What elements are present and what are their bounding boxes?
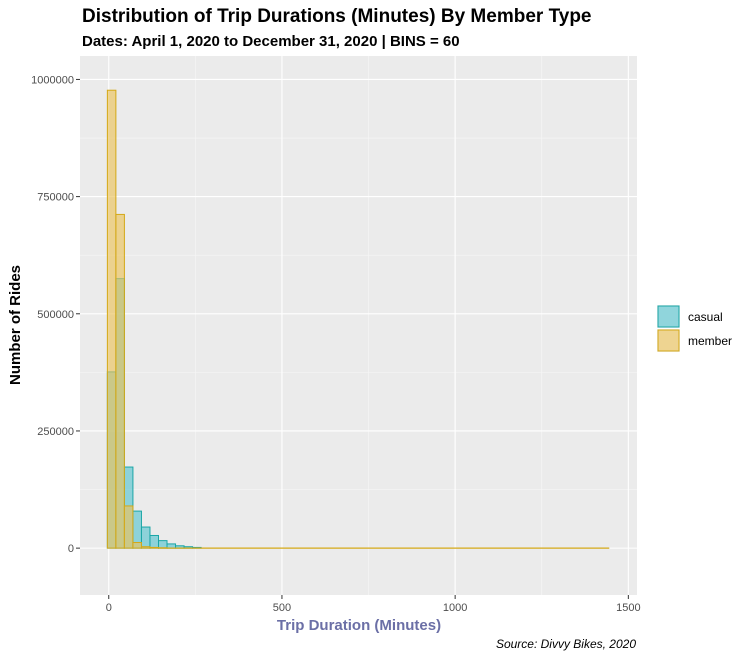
plot-panel [80, 56, 637, 595]
bar-member [106, 89, 117, 549]
bar-member [123, 505, 134, 549]
x-axis: 0 500 1000 1500 [106, 595, 641, 614]
bar-casual [157, 540, 168, 549]
bar-member [140, 546, 151, 549]
y-axis-title: Number of Rides [7, 265, 24, 385]
chart-caption: Source: Divvy Bikes, 2020 [495, 637, 636, 651]
y-tick-label: 500000 [37, 309, 74, 321]
y-tick-label: 1000000 [31, 74, 74, 86]
x-tick-label: 500 [273, 602, 291, 614]
x-tick-label: 0 [106, 602, 112, 614]
bar-casual [149, 534, 159, 549]
bar-member [132, 542, 142, 549]
x-tick-label: 1500 [616, 602, 640, 614]
bar-member [149, 546, 159, 549]
legend-swatch-casual [657, 305, 680, 328]
bar-member [157, 547, 168, 549]
legend-swatch-member [657, 329, 680, 352]
bar-casual [166, 543, 177, 549]
legend: casual member [657, 305, 732, 352]
bar-member [115, 213, 125, 549]
y-tick-label: 0 [68, 543, 74, 555]
legend-label-member: member [688, 334, 732, 348]
x-axis-title: Trip Duration (Minutes) [277, 617, 441, 634]
y-tick-label: 250000 [37, 426, 74, 438]
x-tick-label: 1000 [443, 602, 467, 614]
y-axis: 0 250000 500000 750000 1000000 [31, 74, 80, 555]
legend-label-casual: casual [688, 310, 723, 324]
y-tick-label: 750000 [37, 192, 74, 204]
chart-subtitle: Dates: April 1, 2020 to December 31, 202… [82, 33, 460, 50]
histogram-bars [106, 89, 610, 549]
bar-casual [140, 526, 151, 549]
chart-title: Distribution of Trip Durations (Minutes)… [82, 6, 592, 27]
